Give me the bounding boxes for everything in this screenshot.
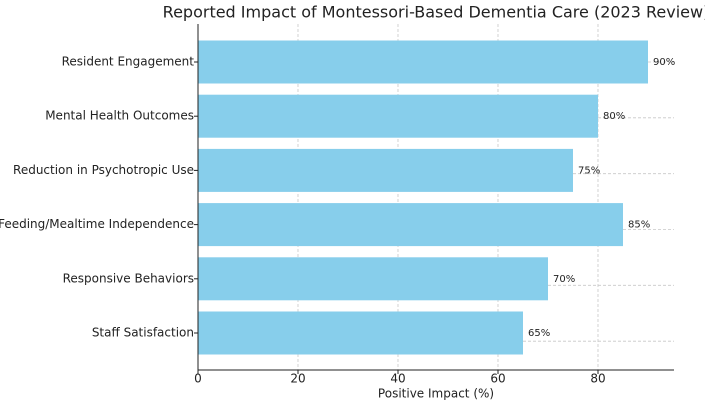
bar [198,311,523,355]
bar [198,203,623,247]
value-label: 80% [603,111,625,122]
bar [198,94,598,138]
y-tick-label: Staff Satisfaction [92,326,194,340]
value-label: 85% [628,220,650,231]
value-label: 65% [528,328,550,339]
bar [198,148,573,192]
x-tick-label: 40 [390,372,405,386]
y-tick-label: Responsive Behaviors [63,271,194,285]
x-tick-label: 80 [590,372,605,386]
x-tick-label: 20 [290,372,305,386]
value-label: 70% [553,274,575,285]
y-tick-label: Mental Health Outcomes [45,109,194,123]
y-tick-label: Reduction in Psychotropic Use [13,163,194,177]
chart-title: Reported Impact of Montessori-Based Deme… [163,3,705,22]
x-tick-label: 0 [194,372,202,386]
x-tick-label: 60 [490,372,505,386]
value-label: 75% [578,165,600,176]
y-tick-label: Resident Engagement [62,55,195,69]
x-axis-label: Positive Impact (%) [378,387,494,401]
value-label: 90% [653,57,675,68]
bar [198,257,548,301]
y-tick-label: Feeding/Mealtime Independence [0,217,194,231]
bar [198,40,648,84]
